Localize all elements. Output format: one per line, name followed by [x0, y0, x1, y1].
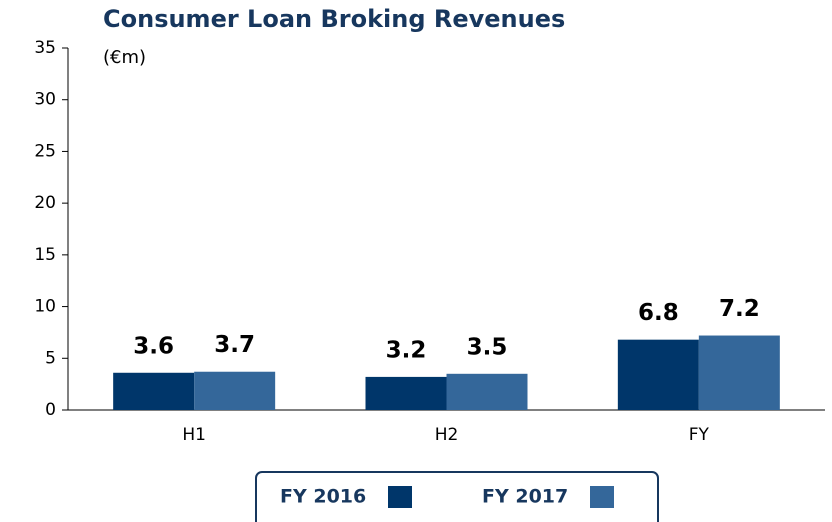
chart-title: Consumer Loan Broking Revenues: [103, 5, 565, 33]
y-tick-label: 0: [45, 400, 56, 420]
data-label: 3.6: [133, 333, 174, 359]
data-label: 3.7: [214, 332, 255, 358]
bar: [194, 371, 276, 410]
y-tick-label: 25: [34, 141, 56, 161]
legend-swatch: [590, 486, 614, 508]
y-tick-label: 20: [34, 193, 56, 213]
y-tick-label: 35: [34, 38, 56, 58]
chart-subtitle: (€m): [103, 47, 146, 68]
data-label: 7.2: [719, 296, 760, 322]
y-tick-label: 10: [34, 297, 56, 317]
bar: [113, 372, 195, 410]
data-label: 6.8: [638, 300, 679, 326]
legend-box: [255, 471, 659, 522]
bar: [698, 335, 780, 410]
x-tick-label: FY: [689, 425, 710, 445]
legend-label: FY 2016: [280, 486, 366, 508]
y-tick-label: 30: [34, 90, 56, 110]
x-tick-label: H2: [435, 425, 459, 445]
bar: [446, 373, 528, 410]
bar: [365, 376, 447, 410]
x-tick-label: H1: [182, 425, 206, 445]
y-tick-label: 5: [45, 348, 56, 368]
legend-swatch: [388, 486, 412, 508]
data-label: 3.5: [467, 334, 508, 360]
legend-label: FY 2017: [482, 486, 568, 508]
bar: [617, 339, 699, 410]
data-label: 3.2: [386, 337, 427, 363]
y-tick-label: 15: [34, 245, 56, 265]
